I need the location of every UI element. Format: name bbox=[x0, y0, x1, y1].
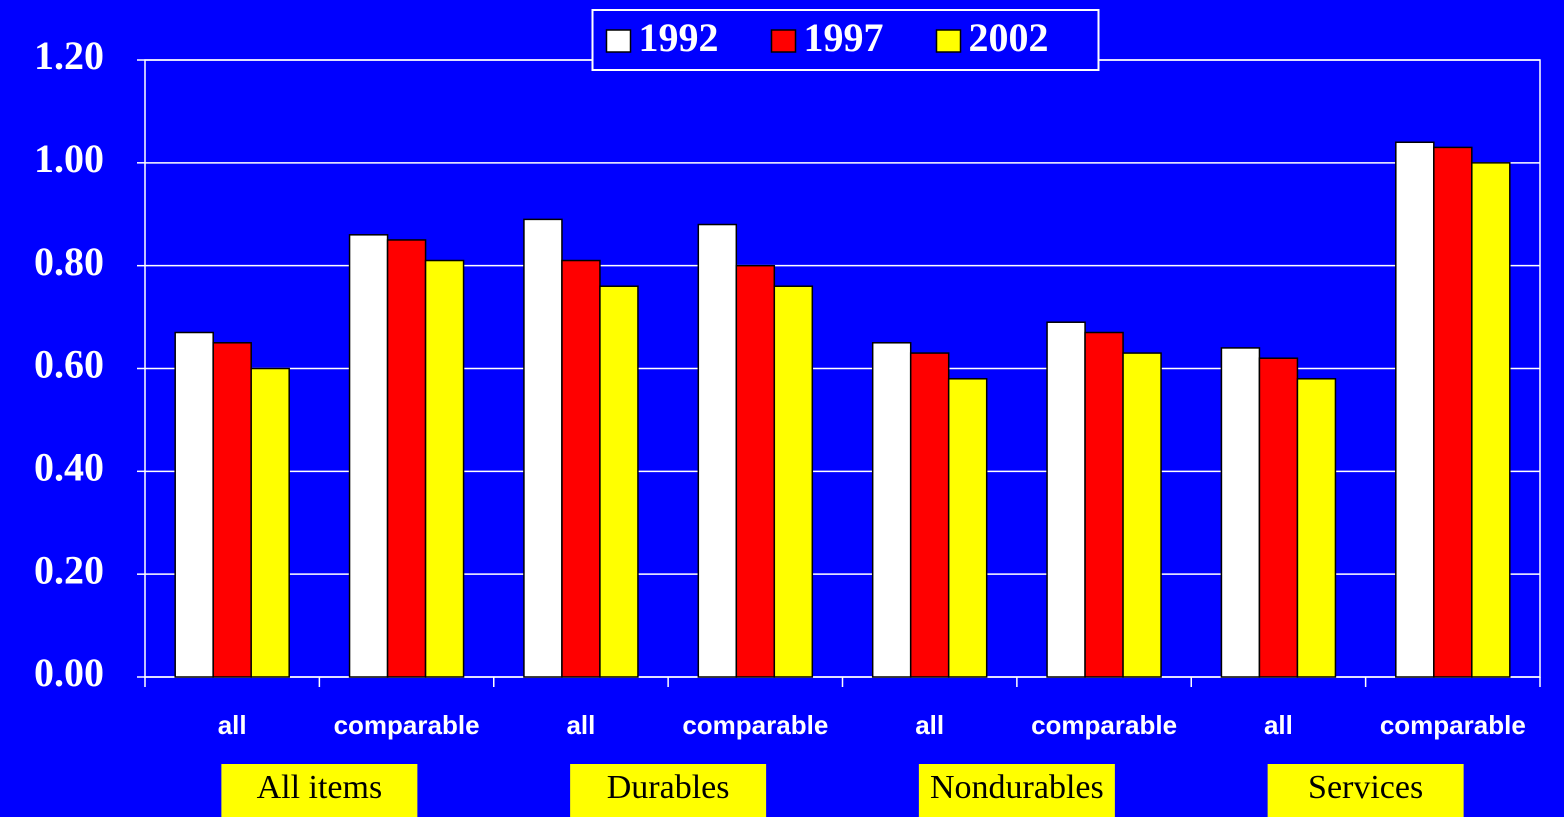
bar bbox=[1046, 321, 1086, 678]
y-tick-label: 1.00 bbox=[34, 136, 104, 181]
bar bbox=[697, 223, 738, 678]
bar bbox=[947, 378, 988, 678]
group-box bbox=[221, 764, 418, 817]
x-tick-label: comparable bbox=[334, 710, 480, 740]
y-tick-label: 0.20 bbox=[34, 547, 104, 592]
bar bbox=[386, 239, 427, 678]
legend-box bbox=[591, 9, 1100, 71]
x-tick-label: all bbox=[915, 710, 944, 740]
x-tick-label: all bbox=[218, 710, 247, 740]
bar bbox=[1258, 357, 1299, 678]
bar bbox=[1122, 352, 1162, 678]
bar bbox=[424, 259, 465, 678]
x-tick-label: all bbox=[1264, 710, 1293, 740]
x-tick-label: comparable bbox=[1031, 710, 1177, 740]
group-box bbox=[1267, 764, 1464, 817]
bar bbox=[1220, 347, 1261, 678]
bar bbox=[174, 331, 214, 678]
bar bbox=[599, 285, 639, 678]
y-tick-label: 0.40 bbox=[34, 445, 104, 490]
legend-label: 1997 bbox=[804, 15, 884, 60]
bar bbox=[1471, 162, 1511, 678]
bar bbox=[773, 285, 814, 678]
y-tick-label: 0.80 bbox=[34, 239, 104, 284]
bar bbox=[348, 234, 389, 678]
group-box bbox=[570, 764, 767, 817]
legend-label: 2002 bbox=[969, 15, 1049, 60]
legend-label: 1992 bbox=[639, 15, 719, 60]
bar bbox=[1296, 378, 1337, 678]
x-tick-label: comparable bbox=[682, 710, 828, 740]
group-label: Nondurables bbox=[930, 769, 1104, 806]
bar bbox=[250, 367, 290, 678]
group-label: Durables bbox=[607, 769, 730, 806]
y-tick-label: 1.20 bbox=[34, 33, 104, 78]
x-tick-label: comparable bbox=[1380, 710, 1526, 740]
bar bbox=[735, 264, 776, 678]
bar bbox=[1395, 141, 1435, 678]
group-label: All items bbox=[257, 769, 383, 806]
legend-swatch bbox=[935, 29, 962, 53]
bar bbox=[1084, 331, 1124, 678]
bar bbox=[561, 259, 601, 678]
bar bbox=[871, 342, 912, 678]
bar bbox=[523, 218, 563, 678]
bar bbox=[212, 342, 252, 678]
y-tick-label: 0.60 bbox=[34, 342, 104, 387]
y-tick-label: 0.00 bbox=[34, 650, 104, 695]
bar bbox=[909, 352, 950, 678]
group-label: Services bbox=[1308, 769, 1423, 806]
legend-swatch bbox=[770, 29, 797, 53]
legend-swatch bbox=[605, 29, 632, 53]
x-tick-label: all bbox=[566, 710, 595, 740]
bar bbox=[1433, 146, 1473, 678]
group-box bbox=[918, 764, 1115, 817]
